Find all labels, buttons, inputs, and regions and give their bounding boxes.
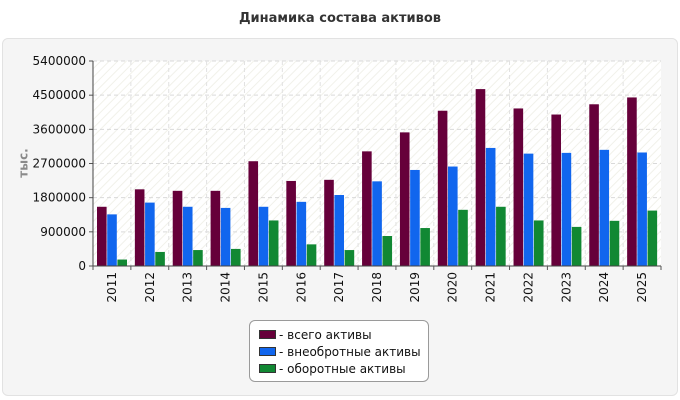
bar-total [210, 190, 221, 266]
legend-swatch-total [259, 330, 276, 339]
bar-noncurrent [258, 206, 269, 266]
x-tick-label: 2021 [484, 272, 498, 303]
bar-noncurrent [561, 152, 572, 266]
legend-swatch-current [259, 364, 276, 373]
bar-noncurrent [107, 214, 117, 266]
x-tick-label: 2023 [559, 272, 573, 303]
bar-noncurrent [410, 169, 420, 266]
bar-current [420, 228, 430, 266]
bar-current [571, 226, 582, 266]
y-tick-label: 900000 [40, 225, 86, 239]
legend-label-total: - всего активы [279, 327, 372, 342]
bars [97, 89, 658, 267]
x-tick-label: 2020 [446, 272, 460, 303]
chart-title: Динамика состава активов [238, 11, 442, 26]
x-tick-label: 2019 [408, 272, 422, 303]
y-tick-label: 0 [78, 259, 86, 273]
bar-total [286, 180, 296, 266]
y-axis-label: тыс. [17, 148, 31, 177]
bar-current [609, 220, 620, 266]
bar-noncurrent [523, 153, 534, 266]
bar-current [306, 244, 317, 266]
bar-noncurrent [485, 147, 496, 266]
y-tick-label: 1800000 [33, 191, 86, 205]
bar-current [193, 250, 203, 266]
legend-label-current: - оборотные активы [279, 361, 406, 376]
x-tick-label: 2017 [332, 272, 346, 303]
bar-current [647, 210, 658, 266]
bar-total [362, 151, 372, 266]
bar-total [627, 97, 637, 266]
x-tick-label: 2016 [294, 272, 308, 303]
bar-current [155, 251, 165, 266]
bar-total [248, 161, 259, 266]
bar-total [399, 132, 410, 266]
bar-noncurrent [637, 152, 647, 266]
x-tick-label: 2013 [181, 272, 195, 303]
legend-item-noncurrent: - внеобротные активы [259, 343, 428, 360]
x-tick-label: 2022 [521, 272, 535, 303]
bar-noncurrent [220, 207, 231, 266]
bar-noncurrent [334, 195, 344, 266]
bar-current [382, 236, 393, 266]
bar-total [97, 206, 107, 266]
x-tick-label: 2024 [597, 272, 611, 303]
bar-current [496, 206, 506, 266]
bar-current [231, 248, 241, 266]
x-tick-label: 2014 [219, 272, 233, 303]
x-tick-label: 2011 [105, 272, 119, 303]
bar-current [268, 220, 279, 266]
x-tick-label: 2015 [256, 272, 270, 303]
bar-current [117, 259, 127, 266]
bar-total [134, 189, 145, 266]
bar-total [513, 108, 524, 266]
legend-swatch-noncurrent [259, 347, 276, 356]
bar-noncurrent [145, 202, 155, 266]
y-tick-label: 2700000 [33, 157, 86, 171]
bar-current [533, 220, 544, 266]
bar-total [551, 114, 561, 267]
y-tick-label: 5400000 [33, 54, 86, 68]
bar-total [324, 179, 334, 266]
bar-noncurrent [182, 206, 193, 266]
bar-noncurrent [448, 166, 458, 266]
axes: 0 900000 1800000 2700000 3600000 4500000 54000… [33, 54, 662, 303]
legend-label-noncurrent: - внеобротные активы [279, 344, 421, 359]
bar-current [344, 250, 355, 266]
bar-noncurrent [372, 181, 382, 266]
bar-current [458, 209, 468, 266]
legend: - всего активы - внеобротные активы - об… [249, 320, 429, 382]
x-tick-label: 2018 [370, 272, 384, 303]
bar-total [475, 89, 486, 266]
bar-total [437, 110, 448, 267]
legend-item-total: - всего активы [259, 326, 428, 343]
bar-noncurrent [599, 149, 610, 266]
y-tick-label: 4500000 [33, 88, 86, 102]
bar-total [172, 190, 183, 266]
y-tick-label: 3600000 [33, 122, 86, 136]
legend-item-current: - оборотные активы [259, 360, 428, 377]
bar-noncurrent [296, 201, 307, 266]
x-tick-label: 2025 [635, 272, 649, 303]
bar-total [589, 104, 599, 267]
x-tick-label: 2012 [143, 272, 157, 303]
